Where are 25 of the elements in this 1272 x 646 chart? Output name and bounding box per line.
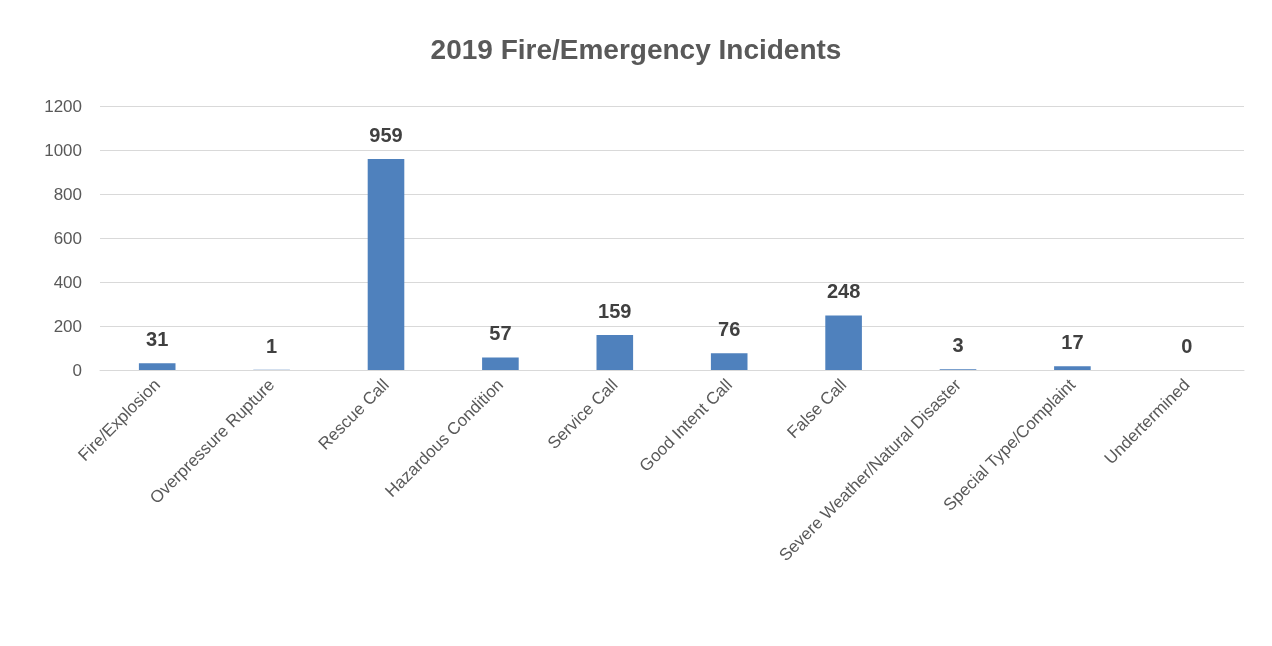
bar [1054, 366, 1091, 370]
y-tick-label: 400 [53, 272, 82, 292]
data-label: 57 [489, 322, 512, 345]
bar [482, 357, 519, 370]
y-tick-label: 0 [72, 360, 82, 380]
data-label: 959 [369, 124, 403, 147]
y-tick-label: 1200 [44, 96, 82, 116]
bar [710, 353, 748, 370]
bar [367, 159, 405, 370]
data-label: 248 [826, 280, 861, 303]
data-label: 31 [146, 328, 169, 351]
data-label: 0 [1181, 335, 1193, 357]
y-tick-label: 800 [53, 184, 82, 204]
bar [138, 363, 176, 370]
chart-title: 2019 Fire/Emergency Incidents [430, 33, 842, 65]
y-tick-label: 1000 [44, 140, 82, 160]
bar [825, 315, 862, 370]
data-label: 17 [1061, 331, 1084, 354]
y-tick-label: 200 [53, 316, 82, 336]
data-label: 159 [598, 300, 632, 323]
y-tick-label: 600 [53, 228, 82, 248]
data-label: 3 [952, 334, 964, 357]
bar [596, 335, 634, 370]
data-label: 1 [266, 334, 278, 357]
data-label: 76 [718, 318, 741, 341]
